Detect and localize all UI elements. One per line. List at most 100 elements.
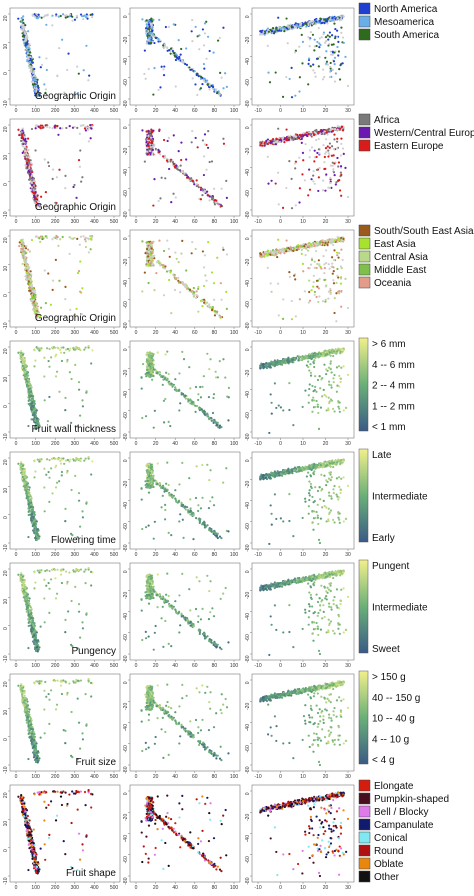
scatter-point <box>271 26 275 30</box>
scatter-point <box>346 84 350 88</box>
scatter-point <box>222 142 226 145</box>
scatter-point <box>332 147 336 151</box>
scatter-point <box>141 240 144 243</box>
scatter-point <box>36 194 39 197</box>
scatter-point <box>336 251 339 254</box>
scatter-point <box>317 26 320 30</box>
scatter-point <box>312 63 315 66</box>
y-tick-label: -60 <box>123 190 129 197</box>
scatter-point <box>346 195 350 199</box>
scatter-point <box>148 141 151 144</box>
scatter-point <box>27 388 30 391</box>
scatter-point <box>49 356 53 359</box>
scatter-point <box>20 350 23 353</box>
x-tick-label: 200 <box>51 108 60 114</box>
scatter-point <box>325 249 328 252</box>
y-tick-label: 0 <box>123 15 129 18</box>
y-tick-label: -80 <box>123 322 129 329</box>
scatter-point <box>315 295 318 299</box>
scatter-point <box>323 271 326 275</box>
scatter-point <box>266 44 269 47</box>
scatter-point <box>68 252 71 255</box>
scatter-point <box>31 299 35 302</box>
scatter-point <box>203 254 207 257</box>
scatter-point <box>202 62 206 66</box>
scatter-point <box>157 88 160 91</box>
scatter-point <box>66 68 69 72</box>
scatter-point <box>222 358 225 361</box>
x-tick-label: 20 <box>153 330 159 336</box>
scatter-point <box>51 288 54 291</box>
scatter-point <box>28 396 31 399</box>
scatter-point <box>23 358 26 361</box>
scatter-point <box>20 249 23 252</box>
scatter-point <box>307 301 310 304</box>
scatter-point <box>31 13 34 16</box>
x-tick-label: 200 <box>51 219 60 225</box>
scatter-point <box>317 259 320 262</box>
scatter-point <box>29 65 32 68</box>
scatter-point <box>308 149 311 152</box>
scatter-point <box>195 290 198 293</box>
scatter-point <box>332 168 335 171</box>
scatter-point <box>285 239 288 242</box>
scatter-point <box>313 260 316 263</box>
scatter-point <box>146 150 149 153</box>
scatter-point <box>308 156 311 159</box>
scatter-point <box>302 132 305 135</box>
scatter-point <box>202 173 206 177</box>
scatter-point <box>301 23 304 27</box>
x-tick-label: 0 <box>135 441 138 447</box>
scatter-point <box>336 267 339 271</box>
scatter-point <box>276 282 280 285</box>
scatter-point <box>159 197 162 200</box>
scatter-point <box>318 295 321 298</box>
scatter-point <box>333 63 336 66</box>
scatter-point <box>344 166 347 169</box>
x-tick-label: 20 <box>153 441 159 447</box>
scatter-point <box>308 267 311 270</box>
scatter-point <box>225 307 228 310</box>
scatter-point <box>31 61 34 64</box>
scatter-point <box>59 238 62 241</box>
scatter-point <box>323 75 326 79</box>
scatter-point <box>25 34 28 37</box>
scatter-point <box>206 301 209 304</box>
scatter-point <box>332 279 335 282</box>
scatter-point <box>21 26 24 29</box>
scatter-point <box>339 265 343 268</box>
scatter-point <box>24 275 27 278</box>
scatter-point <box>44 88 48 91</box>
scatter-point <box>163 45 167 48</box>
scatter-point <box>210 160 214 163</box>
scatter-point <box>340 26 343 29</box>
scatter-point <box>169 424 172 428</box>
scatter-point <box>311 22 314 25</box>
scatter-point <box>62 13 65 16</box>
scatter-point <box>17 17 20 20</box>
scatter-point <box>146 35 149 38</box>
scatter-point <box>175 278 178 281</box>
scatter-point <box>202 44 206 47</box>
scatter-point <box>145 130 148 133</box>
scatter-point <box>175 257 178 260</box>
scatter-point <box>152 145 155 148</box>
scatter-point <box>336 137 339 140</box>
scatter-point <box>206 413 209 416</box>
scatter-point <box>27 424 30 428</box>
scatter-point <box>164 25 167 29</box>
scatter-point <box>162 264 165 267</box>
scatter-point <box>340 194 343 197</box>
scatter-point <box>188 366 191 369</box>
scatter-point <box>328 267 331 270</box>
scatter-point <box>336 254 339 257</box>
scatter-point <box>326 133 329 136</box>
scatter-point <box>274 182 277 185</box>
scatter-point <box>24 364 27 367</box>
scatter-point <box>317 176 320 179</box>
scatter-point <box>188 66 191 69</box>
scatter-point <box>309 31 312 34</box>
scatter-point <box>147 39 150 42</box>
